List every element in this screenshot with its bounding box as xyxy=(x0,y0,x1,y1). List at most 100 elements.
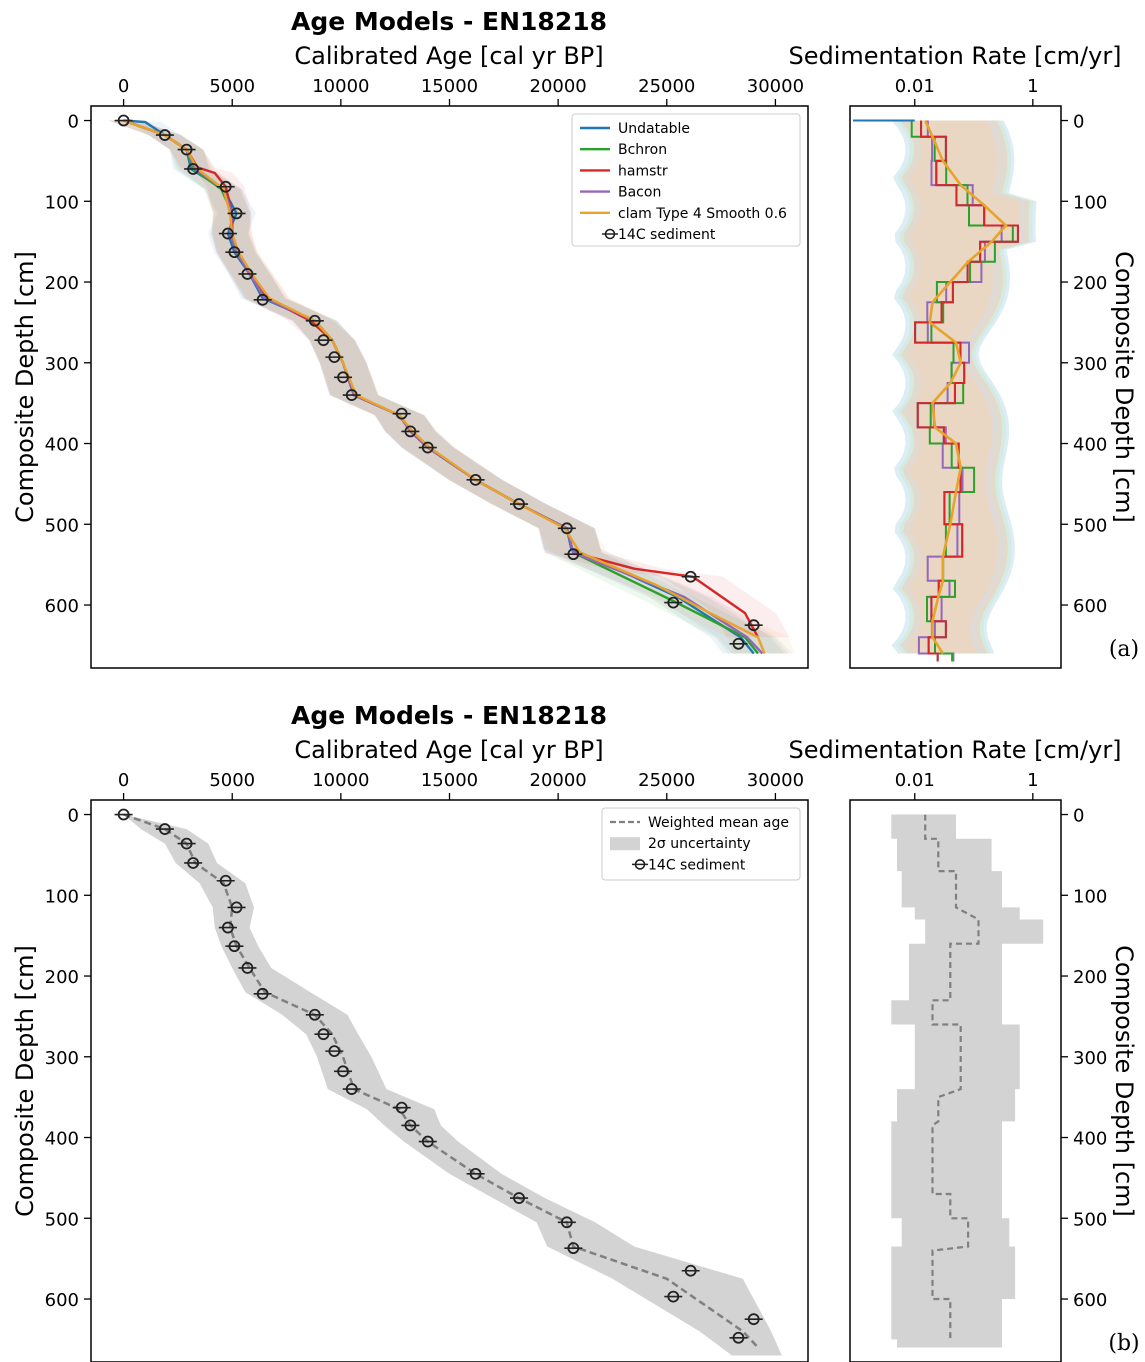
date-point xyxy=(241,268,254,280)
date-point xyxy=(404,425,417,438)
y-tick-label: 400 xyxy=(45,435,79,456)
date-point xyxy=(567,1242,580,1255)
chart-title: Age Models - EN18218 xyxy=(291,701,607,730)
x-tick-label: 5000 xyxy=(209,76,255,97)
x-tick-label: 0 xyxy=(118,770,129,791)
y-tick-label: 400 xyxy=(45,1129,79,1150)
date-point xyxy=(221,227,234,240)
rate-x-tick-label: 1 xyxy=(1027,770,1038,791)
rate-y-tick-label: 500 xyxy=(1073,515,1107,536)
rate-y-axis-label: Composite Depth [cm] xyxy=(1110,945,1138,1217)
date-point xyxy=(328,1045,341,1058)
y-tick-label: 200 xyxy=(45,273,79,294)
rate-x-axis-label: Sedimentation Rate [cm/yr] xyxy=(788,42,1121,70)
rate-y-tick-label: 300 xyxy=(1073,354,1107,375)
panel-b: Age Models - EN18218 Calibrated Age [cal … xyxy=(11,701,1140,1362)
panel-label: (b) xyxy=(1108,1331,1139,1356)
legend-label: 14C sediment xyxy=(648,857,746,873)
legend-label: Bchron xyxy=(618,142,667,158)
y-tick-label: 300 xyxy=(45,354,79,375)
rate-x-axis-label: Sedimentation Rate [cm/yr] xyxy=(788,736,1121,764)
rate-y-tick-label: 600 xyxy=(1073,596,1107,617)
date-point xyxy=(241,962,254,974)
legend-label: 14C sediment xyxy=(618,227,716,243)
rate-y-tick-label: 0 xyxy=(1073,112,1084,133)
date-point xyxy=(345,1083,358,1095)
date-point xyxy=(337,1065,349,1078)
date-point xyxy=(337,371,349,384)
rate-y-tick-label: 0 xyxy=(1073,806,1084,827)
y-axis-label: Composite Depth [cm] xyxy=(11,945,39,1217)
legend-label: hamstr xyxy=(618,163,668,179)
rate-mean-line xyxy=(924,814,980,1340)
x-tick-label: 30000 xyxy=(747,770,804,791)
y-tick-label: 100 xyxy=(45,886,79,907)
y-tick-label: 500 xyxy=(45,1209,79,1230)
date-point xyxy=(317,1028,330,1041)
y-tick-label: 100 xyxy=(45,192,79,213)
date-point xyxy=(219,874,232,887)
date-point xyxy=(667,596,680,609)
panel-a: Age Models - EN18218 Calibrated Age [cal … xyxy=(11,7,1139,669)
date-point xyxy=(560,1216,573,1229)
legend-box xyxy=(571,113,801,247)
age-plot-area xyxy=(114,808,782,1356)
y-tick-label: 600 xyxy=(45,1290,79,1311)
date-point xyxy=(228,246,241,259)
legend-marker-14c xyxy=(604,228,616,240)
rate-axes-frame xyxy=(849,799,1062,1362)
uncertainty-band-2 xyxy=(108,120,790,638)
y-tick-label: 300 xyxy=(45,1048,79,1069)
date-point xyxy=(228,940,241,953)
rate-y-tick-label: 500 xyxy=(1073,1209,1107,1230)
x-tick-label: 25000 xyxy=(638,770,695,791)
date-point xyxy=(180,837,193,850)
date-point xyxy=(256,987,269,1000)
date-point xyxy=(395,1101,408,1114)
rate-x-tick-label: 1 xyxy=(1027,76,1038,97)
legend: Undatable Bchron hamstr Bacon clam Type 4 Sm… xyxy=(571,113,801,247)
rate-plot-area xyxy=(853,119,1037,662)
date-point xyxy=(421,1135,434,1148)
x-tick-label: 0 xyxy=(118,76,129,97)
date-point xyxy=(567,548,580,561)
x-axis-label: Calibrated Age [cal yr BP] xyxy=(294,42,603,70)
uncertainty-band xyxy=(123,814,782,1356)
legend-label: clam Type 4 Smooth 0.6 xyxy=(618,206,787,222)
rate-y-tick-label: 600 xyxy=(1073,1290,1107,1311)
date-point xyxy=(404,1119,417,1132)
y-tick-label: 0 xyxy=(68,806,79,827)
chart-title: Age Models - EN18218 xyxy=(291,7,607,36)
date-point xyxy=(221,921,234,934)
date-point xyxy=(345,389,358,401)
rate-axes-frame xyxy=(849,105,1062,669)
date-point xyxy=(469,473,482,486)
legend: Weighted mean age 2σ uncertainty 14C sedim… xyxy=(601,807,801,881)
date-point xyxy=(158,129,171,141)
y-tick-label: 600 xyxy=(45,596,79,617)
age-plot-area xyxy=(108,114,796,655)
legend-marker-14c xyxy=(634,859,646,870)
legend-label: Weighted mean age xyxy=(648,815,789,831)
date-point xyxy=(747,1313,760,1326)
rate-smooth-line xyxy=(924,119,1008,655)
x-tick-label: 30000 xyxy=(747,76,804,97)
date-point xyxy=(256,293,269,306)
y-axis-label: Composite Depth [cm] xyxy=(11,251,39,523)
rate-x-tick-label: 0.01 xyxy=(895,770,935,791)
rate-x-tick-label: 0.01 xyxy=(895,76,935,97)
date-point xyxy=(308,1008,321,1021)
date-point xyxy=(308,314,321,327)
y-tick-label: 500 xyxy=(45,515,79,536)
date-point xyxy=(158,823,171,835)
date-point xyxy=(513,498,525,510)
rate-y-tick-label: 100 xyxy=(1073,886,1107,907)
x-tick-label: 5000 xyxy=(209,770,255,791)
date-point xyxy=(317,334,330,347)
legend-box xyxy=(601,807,801,881)
rate-y-axis-label: Composite Depth [cm] xyxy=(1110,251,1138,523)
x-tick-label: 25000 xyxy=(638,76,695,97)
date-point xyxy=(684,1264,697,1277)
date-point xyxy=(187,163,200,175)
